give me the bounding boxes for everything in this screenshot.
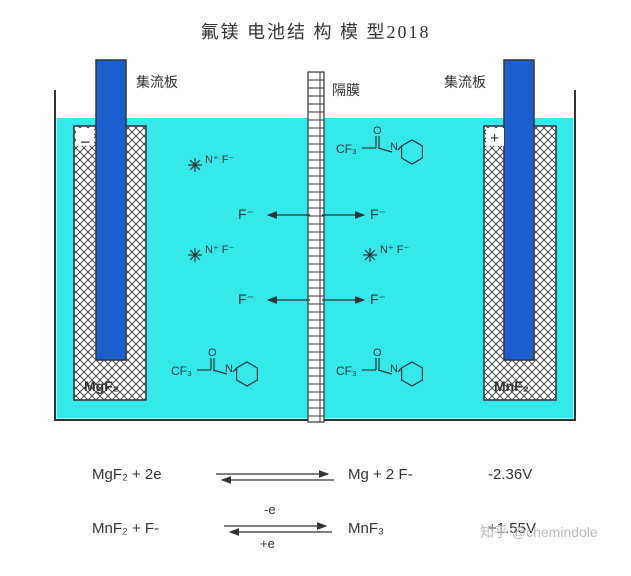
- cathode-collector: [504, 60, 534, 360]
- f-label-left-1: F⁻: [238, 291, 254, 307]
- label-membrane: 隔膜: [332, 80, 360, 100]
- watermark: 知乎 @chemindole: [480, 522, 598, 542]
- svg-text:O: O: [208, 347, 217, 359]
- eq2-arrow: [218, 518, 338, 540]
- nf-label-l-1: N⁺ F⁻: [205, 244, 235, 256]
- svg-text:CF₃: CF₃: [336, 364, 357, 378]
- eq1-lhs: MgF₂ + 2e: [92, 466, 162, 483]
- label-collector-right: 集流板: [444, 72, 486, 92]
- eq1-arrow: [210, 466, 340, 488]
- eq1-E: -2.36V: [488, 466, 532, 483]
- svg-text:CF₃: CF₃: [171, 364, 192, 378]
- eq2-top: -e: [264, 502, 276, 517]
- eq2-lhs: MnF₂ + F-: [92, 520, 159, 537]
- anode-material: MgF₂: [84, 378, 119, 394]
- membrane: [308, 72, 324, 422]
- battery-diagram: F⁻F⁻F⁻F⁻N⁺ F⁻N⁺ F⁻N⁺ F⁻CF₃ONCF₃ONCF₃ON: [0, 0, 631, 440]
- anode-sign: −: [80, 132, 90, 153]
- label-collector-left: 集流板: [136, 72, 178, 92]
- svg-text:N: N: [225, 363, 233, 375]
- svg-text:N: N: [390, 141, 398, 153]
- eq1-rhs: Mg + 2 F-: [348, 466, 413, 483]
- eq2-rhs: MnF₃: [348, 520, 384, 537]
- nf-label-l-0: N⁺ F⁻: [205, 154, 235, 166]
- f-label-right-0: F⁻: [370, 206, 386, 222]
- f-label-left-0: F⁻: [238, 206, 254, 222]
- svg-text:N: N: [390, 363, 398, 375]
- svg-text:O: O: [373, 347, 382, 359]
- anode-collector: [96, 60, 126, 360]
- f-label-right-1: F⁻: [370, 291, 386, 307]
- svg-text:CF₃: CF₃: [336, 142, 357, 156]
- svg-text:O: O: [373, 125, 382, 137]
- nf-label-r-0: N⁺ F⁻: [380, 244, 410, 256]
- eq2-bot: +e: [260, 536, 275, 551]
- cathode-sign: +: [490, 130, 499, 148]
- cathode-material: MnF₂: [494, 378, 529, 394]
